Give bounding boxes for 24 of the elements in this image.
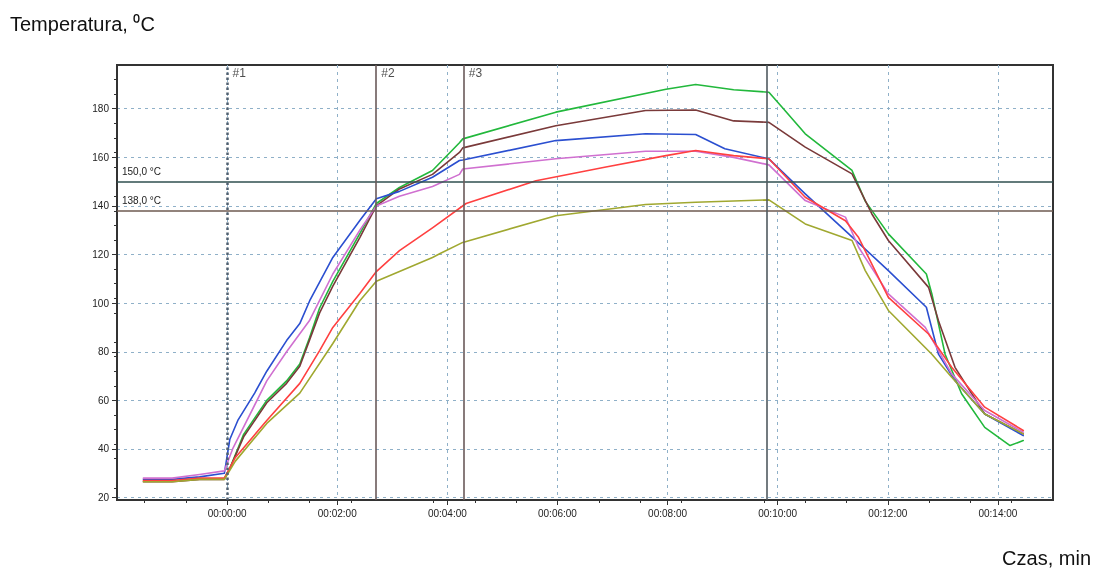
y-tick-label: 100 [92, 297, 110, 309]
y-tick-label: 120 [92, 249, 110, 261]
x-tick-label: 00:10:00 [758, 507, 798, 519]
annotation: #1 [232, 66, 247, 80]
y-tick-label: 140 [92, 200, 110, 212]
y-axis-title: Temperatura, ⁰C [10, 13, 155, 35]
y-tick-label: 80 [97, 346, 110, 358]
x-axis-title: Czas, min [1002, 547, 1091, 569]
y-tick-label: 20 [97, 492, 110, 504]
x-tick-label: 00:04:00 [427, 507, 468, 519]
ref-line-label: 138,0 °C [122, 195, 162, 207]
x-tick-label: 00:06:00 [538, 507, 578, 519]
y-tick-label: 40 [97, 443, 110, 455]
ref-line-label: 150,0 °C [122, 166, 162, 178]
x-tick-label: 00:12:00 [868, 507, 908, 519]
y-tick-label: 160 [92, 151, 110, 163]
annotation: #3 [468, 66, 483, 80]
y-tick-label: 60 [97, 394, 110, 406]
x-tick-label: 00:02:00 [317, 507, 358, 519]
x-tick-label: 00:08:00 [648, 507, 688, 519]
x-tick-label: 00:00:00 [207, 507, 248, 519]
y-tick-label: 180 [92, 103, 110, 115]
x-tick-label: 00:14:00 [978, 507, 1018, 519]
annotation: #2 [381, 66, 395, 80]
